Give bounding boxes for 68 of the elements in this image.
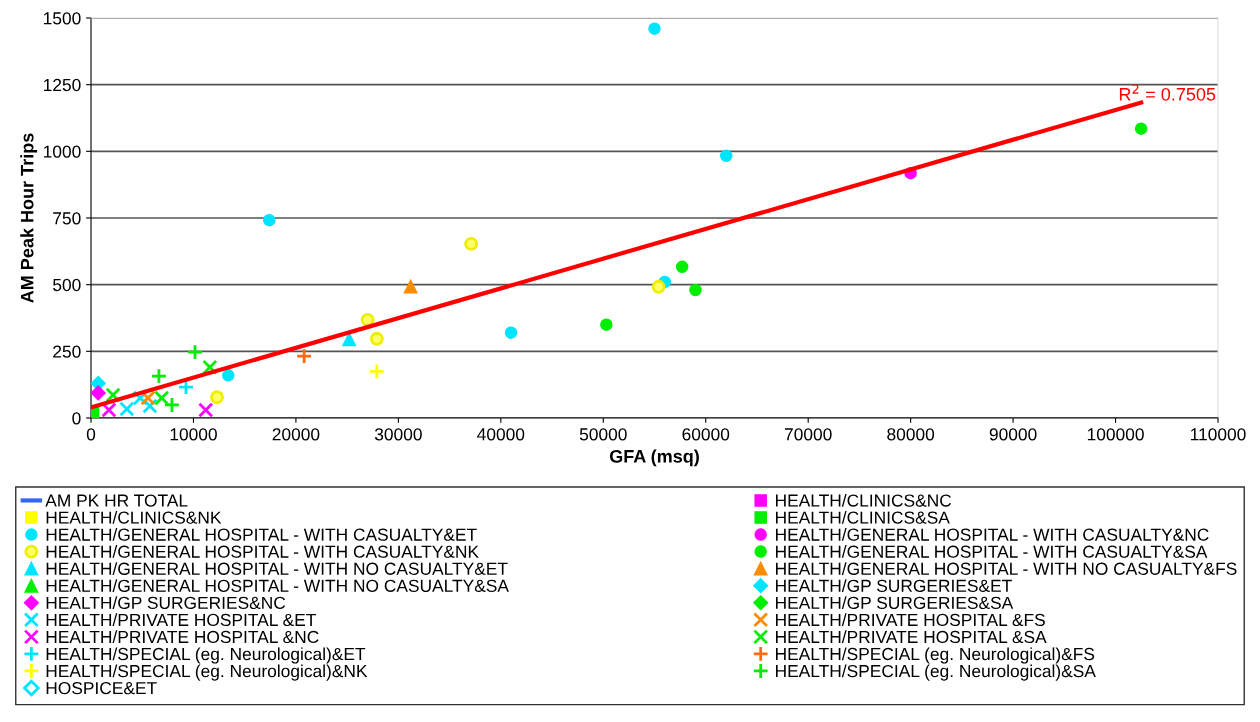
point (186, 343, 204, 361)
legend-label: HEALTH/GP SURGERIES&SA (776, 596, 1014, 610)
point (648, 22, 661, 35)
legend-label: HEALTH/CLINICS&NC (776, 493, 952, 507)
point (651, 279, 666, 294)
legend-label: HEALTH/SPECIAL (eg. Neurological)&ET (46, 647, 366, 664)
point (689, 283, 702, 297)
point (91, 385, 106, 401)
legend-label: AM PK HR TOTAL (45, 494, 188, 507)
legend-label: HEALTH/PRIVATE HOSPITAL &NC (46, 630, 319, 644)
x-tick-label: 0 (86, 428, 96, 441)
legend-label: HEALTH/CLINICS&NK (46, 511, 222, 524)
x-tick-label: 50000 (579, 428, 627, 441)
y-tick-label: 1250 (43, 78, 81, 92)
legend-label: HOSPICE&ET (46, 681, 157, 695)
x-tick-label: 30000 (374, 428, 422, 441)
y-tick-label: 500 (53, 278, 81, 292)
x-axis-title: GFA (msq) (609, 449, 699, 467)
point (675, 260, 689, 274)
legend-label: HEALTH/GENERAL HOSPITAL - WITH CASUALTY&SA (776, 545, 1208, 558)
legend-label: HEALTH/GENERAL HOSPITAL - WITH NO CASUALTY&FS (776, 562, 1237, 575)
point (719, 149, 733, 163)
legend-label: HEALTH/GP SURGERIES&NC (46, 596, 286, 610)
legend-label: HEALTH/GENERAL HOSPITAL - WITH NO CASUALTY&ET (46, 562, 508, 575)
legend-label: HEALTH/GENERAL HOSPITAL - WITH CASUALTY&NC (776, 528, 1209, 541)
point (600, 318, 613, 331)
legend-label: HEALTH/PRIVATE HOSPITAL &SA (776, 630, 1047, 644)
x-tick-label: 80000 (887, 428, 935, 441)
x-tick-label: 110000 (1191, 428, 1246, 441)
x-tick-label: 90000 (989, 428, 1037, 441)
point (360, 312, 375, 327)
point (210, 390, 224, 405)
point (369, 331, 384, 346)
point (222, 369, 235, 382)
point (403, 279, 418, 294)
point (198, 402, 214, 418)
point (368, 363, 386, 380)
legend-label: HEALTH/CLINICS&SA (776, 511, 950, 524)
x-tick-label: 10000 (170, 428, 217, 441)
y-tick-label: 250 (53, 345, 81, 358)
point (295, 347, 313, 365)
legend-label: HEALTH/PRIVATE HOSPITAL &FS (776, 613, 1045, 627)
point (1134, 122, 1148, 135)
x-tick-label: 20000 (272, 428, 320, 441)
x-tick-label: 40000 (477, 428, 525, 441)
legend-label: HEALTH/GENERAL HOSPITAL - WITH NO CASUALTY&SA (46, 579, 509, 592)
legend-label: HEALTH/GENERAL HOSPITAL - WITH CASUALTY&ET (46, 528, 477, 541)
legend-label: HEALTH/GP SURGERIES&ET (776, 579, 1012, 592)
legend-label: HEALTH/PRIVATE HOSPITAL &ET (46, 613, 316, 627)
point (150, 367, 168, 385)
point (263, 213, 276, 227)
point (464, 236, 479, 251)
legend-label: HEALTH/SPECIAL (eg. Neurological)&FS (776, 647, 1095, 664)
point (119, 401, 135, 417)
y-axis-title: AM Peak Hour Trips (20, 133, 38, 303)
point (504, 326, 518, 339)
legend-label: HEALTH/GENERAL HOSPITAL - WITH CASUALTY&NK (46, 545, 479, 558)
point (342, 332, 357, 347)
y-tick-label: 0 (72, 412, 81, 425)
y-tick-label: 1500 (43, 12, 81, 25)
x-tick-label: 70000 (784, 428, 832, 441)
legend-label: HEALTH/SPECIAL (eg. Neurological)&SA (776, 664, 1096, 681)
x-tick-label: 60000 (682, 428, 730, 441)
legend-label: HEALTH/SPECIAL (eg. Neurological)&NK (46, 664, 368, 681)
y-tick-label: 1000 (43, 145, 81, 158)
x-tick-label: 100000 (1087, 428, 1144, 441)
annotation: R$^{2}$ = 0.7505 (1119, 84, 1216, 101)
y-tick-label: 750 (53, 212, 81, 225)
